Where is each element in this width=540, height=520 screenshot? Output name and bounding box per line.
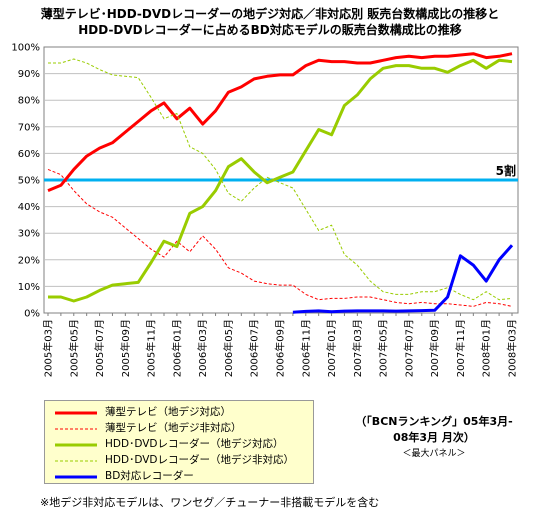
legend-label-recorder-digital: HDD･DVDレコーダー（地デジ対応） — [105, 438, 284, 450]
x-tick-label: 2007年05月 — [377, 319, 390, 377]
series-tv-digital — [47, 52, 513, 192]
y-tick-label: 0% — [24, 309, 40, 320]
x-tick-label: 2006年05月 — [222, 319, 235, 377]
series-bd-recorder — [292, 244, 514, 314]
y-tick-label: 60% — [18, 149, 40, 160]
line-chart: 0% 10% 20% 30% 40% 50% 60% 70% 80% 90% 100% 2005年03… — [11, 43, 519, 377]
source-line2: 08年3月 月次） — [393, 431, 475, 444]
legend-label-bd-recorder: BD対応レコーダー — [105, 470, 194, 482]
legend-label-tv-digital: 薄型テレビ（地デジ対応） — [105, 406, 231, 418]
y-tick-label: 70% — [18, 122, 40, 133]
legend: 薄型テレビ（地デジ対応） 薄型テレビ（地デジ非対応） HDD･DVDレコーダー（… — [44, 400, 314, 484]
x-tick-label: 2006年07月 — [248, 319, 261, 377]
x-tick-label: 2007年09月 — [428, 319, 441, 377]
source-panel-note: ＜最大パネル＞ — [402, 449, 466, 459]
chart-title-line1: 薄型テレビ･HDD-DVDレコーダーの地デジ対応／非対応別 販売台数構成比の推移… — [40, 7, 500, 21]
chart-title-line2: HDD-DVDレコーダーに占めるBD対応モデルの販売台数構成比の推移 — [78, 23, 462, 37]
y-tick-label: 20% — [18, 255, 40, 266]
y-tick-label: 40% — [18, 202, 40, 213]
series-recorder-digital — [48, 58, 513, 303]
y-tick-label: 30% — [18, 229, 40, 240]
y-tick-label: 100% — [11, 43, 40, 54]
x-tick-label: 2005年11月 — [145, 319, 158, 377]
x-tick-label: 2007年07月 — [402, 319, 415, 377]
x-tick-label: 2008年01月 — [480, 319, 493, 377]
x-tick-label: 2006年11月 — [299, 319, 312, 377]
x-tick-label: 2008年03月 — [506, 319, 519, 377]
x-tick-label: 2007年01月 — [325, 319, 338, 377]
reference-line-label: 5割 — [496, 163, 516, 178]
y-tick-label: 90% — [18, 69, 40, 80]
legend-label-recorder-nondigital: HDD･DVDレコーダー（地デジ非対応） — [105, 454, 294, 466]
x-tick-label: 2006年03月 — [196, 319, 209, 377]
x-tick-label: 2007年11月 — [454, 319, 467, 377]
y-tick-label: 80% — [18, 96, 40, 107]
x-tick-label: 2005年07月 — [93, 319, 106, 377]
series-tv-nondigital — [47, 168, 513, 307]
x-tick-label: 2006年09月 — [274, 319, 287, 377]
source-line1: （「BCNランキング」05年3月- — [355, 415, 513, 428]
x-tick-label: 2006年01月 — [170, 319, 183, 377]
y-tick-label: 50% — [18, 176, 40, 187]
x-tick-label: 2007年03月 — [351, 319, 364, 377]
y-tick-label: 10% — [18, 282, 40, 293]
footnote: ※地デジ非対応モデルは、ワンセグ／チューナー非搭載モデルを含む — [40, 496, 380, 509]
x-tick-label: 2005年05月 — [67, 319, 80, 377]
x-tick-label: 2005年03月 — [42, 319, 55, 377]
x-tick-label: 2005年09月 — [119, 319, 132, 377]
series-recorder-nondigital — [48, 58, 513, 301]
legend-label-tv-nondigital: 薄型テレビ（地デジ非対応） — [105, 422, 242, 434]
